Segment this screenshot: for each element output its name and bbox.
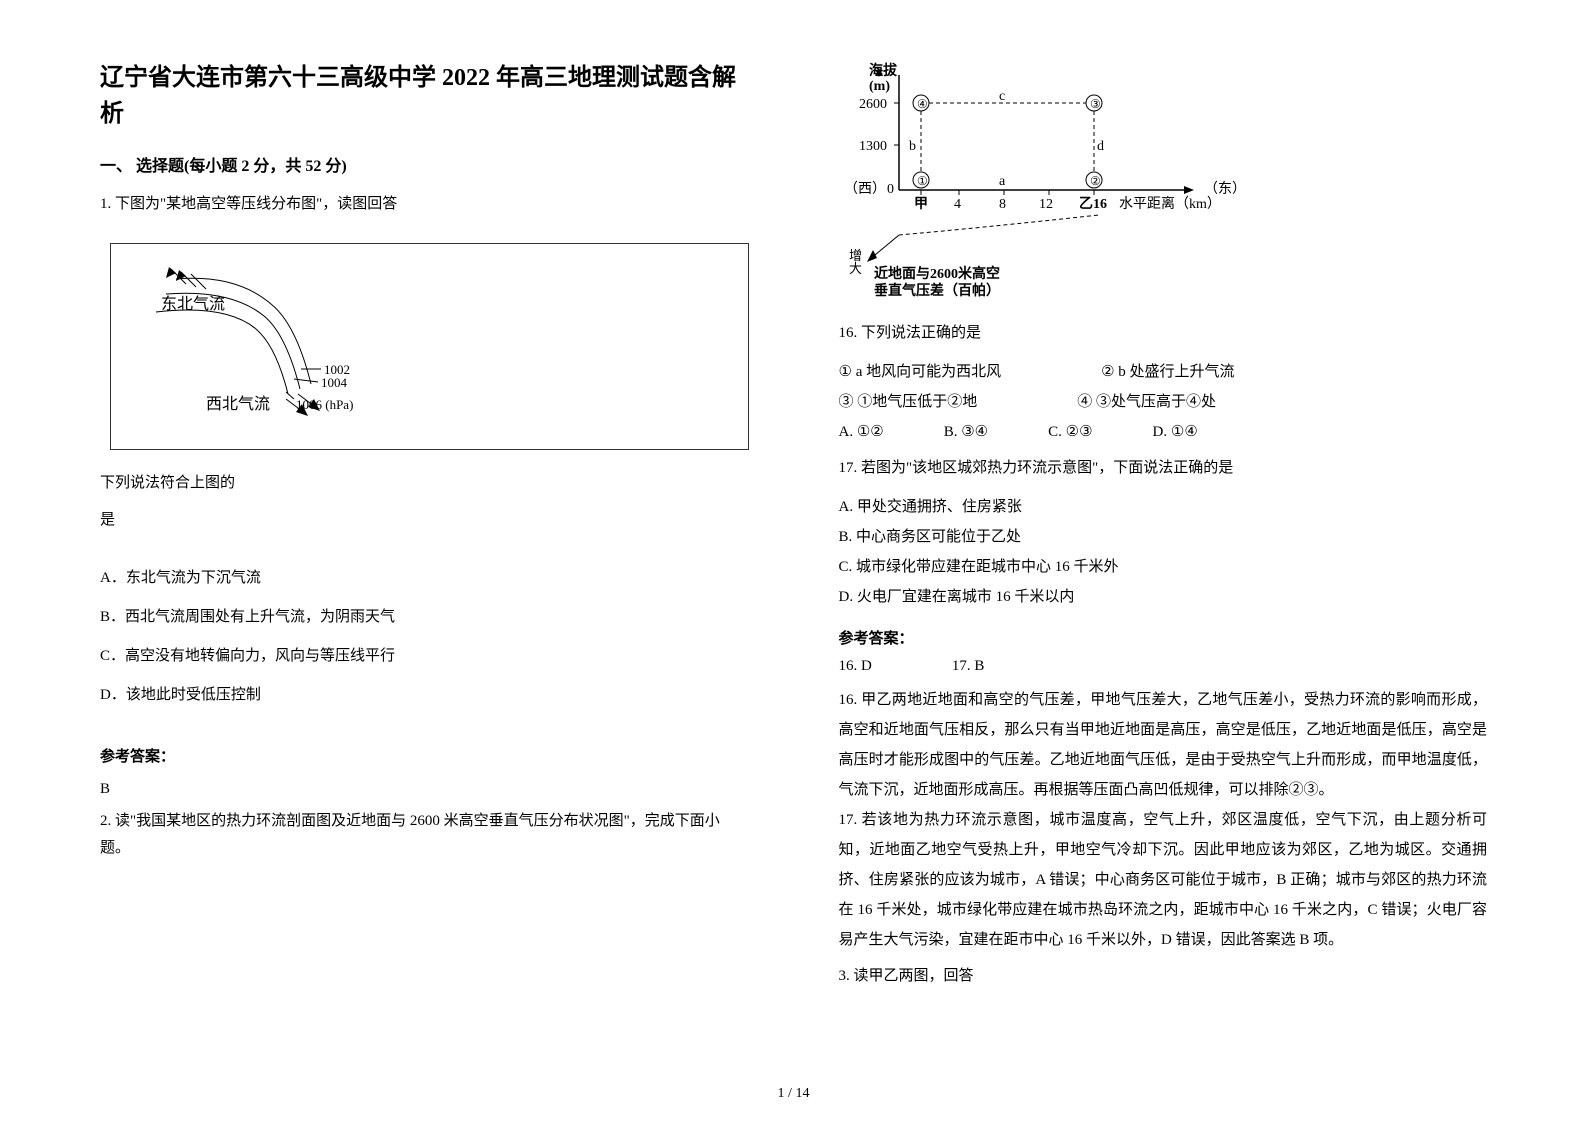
- pt-2: ②: [1090, 174, 1101, 188]
- xtick-4: 4: [954, 197, 961, 212]
- x-east: （东）: [1204, 181, 1246, 197]
- q1-answer: B: [100, 776, 749, 803]
- section-header: 一、 选择题(每小题 2 分，共 52 分): [100, 152, 749, 176]
- label-ne: 东北气流: [161, 295, 225, 313]
- q1-opt-d: D．该地此时受低压控制: [100, 676, 749, 715]
- letter-c: c: [999, 89, 1005, 104]
- q17-b: B. 中心商务区可能位于乙处: [839, 522, 1488, 552]
- curve-label-1b: 大: [849, 261, 862, 276]
- letter-d: d: [1097, 139, 1104, 154]
- q16-stmt-row2: ③ ①地气压低于②地 ④ ③处气压高于④处: [839, 387, 1488, 417]
- page-root: 辽宁省大连市第六十三高级中学 2022 年高三地理测试题含解析 一、 选择题(每…: [100, 60, 1487, 1082]
- curve-label-3: 垂直气压差（百帕）: [874, 282, 1000, 299]
- pt-3: ③: [1090, 97, 1101, 111]
- q1-stem: 1. 下图为"某地高空等压线分布图"，读图回答: [100, 191, 749, 218]
- explain17: 17. 若该地为热力环流示意图，城市温度高，空气上升，郊区温度低，空气下沉，由上…: [839, 805, 1488, 955]
- q16-b: B. ③④: [944, 417, 988, 447]
- q16-a: A. ①②: [839, 417, 884, 447]
- pt-4: ④: [917, 97, 928, 111]
- letter-b: b: [909, 139, 916, 154]
- xtick-8: 8: [999, 197, 1006, 212]
- isobar-1006: 1006 (hPa): [296, 397, 353, 412]
- ans2-row: 16. D 17. B: [839, 658, 1488, 675]
- explain16: 16. 甲乙两地近地面和高空的气压差，甲地气压差大，乙地气压差小，受热力环流的影…: [839, 685, 1488, 805]
- q17-a: A. 甲处交通拥挤、住房紧张: [839, 492, 1488, 522]
- y-label-2: (m): [869, 79, 890, 94]
- y-label-1: 海拔: [869, 62, 898, 79]
- q17-d: D. 火电厂宜建在离城市 16 千米以内: [839, 582, 1488, 612]
- label-sw: 西北气流: [206, 395, 270, 413]
- isobar-1004: 1004: [321, 375, 348, 390]
- q1-pre-options2: 是: [100, 507, 749, 534]
- q1-answer-header: 参考答案：: [100, 745, 749, 766]
- q16-stmt-row1: ① a 地风向可能为西北风 ② b 处盛行上升气流: [839, 357, 1488, 387]
- xtick-12: 12: [1039, 197, 1053, 212]
- x-west: （西）: [844, 181, 886, 197]
- a17: 17. B: [952, 658, 985, 675]
- curve-label-2: 近地面与2600米高空: [874, 265, 1000, 282]
- ytick-2600: 2600: [859, 97, 887, 112]
- a16: 16. D: [839, 658, 872, 675]
- q3-stem: 3. 读甲乙两图，回答: [839, 963, 1488, 990]
- q16-s1: ① a 地风向可能为西北风: [839, 357, 1002, 387]
- q1-opt-b: B．西北气流周围处有上升气流，为阴雨天气: [100, 598, 749, 637]
- x-axis-label: 水平距离（km）: [1119, 195, 1221, 212]
- ytick-0: 0: [887, 182, 894, 197]
- q16-c: C. ②③: [1048, 417, 1092, 447]
- q17-c: C. 城市绿化带应建在距城市中心 16 千米外: [839, 552, 1488, 582]
- q16-s2: ② b 处盛行上升气流: [1101, 357, 1234, 387]
- q2-intro: 2. 读"我国某地区的热力环流剖面图及近地面与 2600 米高空垂直气压分布状况…: [100, 808, 749, 862]
- q16-d: D. ①④: [1153, 417, 1198, 447]
- isobar-diagram: 东北气流 西北气流 1002 1004 1006 (hPa): [136, 264, 366, 434]
- q1-opt-c: C．高空没有地转偏向力，风向与等压线平行: [100, 637, 749, 676]
- q16-s4: ④ ③处气压高于④处: [1077, 387, 1216, 417]
- thermal-circulation-diagram: 海拔 (m) 2600 1300 0 （西） （东） 甲 4 8 12: [839, 60, 1359, 300]
- letter-a: a: [999, 174, 1006, 189]
- q16-s3: ③ ①地气压低于②地: [839, 387, 978, 417]
- ytick-1300: 1300: [859, 139, 887, 154]
- q16-stem: 16. 下列说法正确的是: [839, 320, 1488, 347]
- q1-pre-options: 下列说法符合上图的: [100, 470, 749, 497]
- q16-options: A. ①② B. ③④ C. ②③ D. ①④: [839, 417, 1488, 447]
- doc-title: 辽宁省大连市第六十三高级中学 2022 年高三地理测试题含解析: [100, 60, 749, 132]
- left-column: 辽宁省大连市第六十三高级中学 2022 年高三地理测试题含解析 一、 选择题(每…: [100, 60, 749, 1082]
- page-footer: 1 / 14: [778, 1086, 810, 1102]
- right-column: 海拔 (m) 2600 1300 0 （西） （东） 甲 4 8 12: [839, 60, 1488, 1082]
- xtick-yi16: 乙16: [1079, 196, 1107, 212]
- pt-1: ①: [917, 174, 928, 188]
- q17-stem: 17. 若图为"该地区城郊热力环流示意图"，下面说法正确的是: [839, 455, 1488, 482]
- q1-figure: 东北气流 西北气流 1002 1004 1006 (hPa): [110, 243, 749, 450]
- q2-figure: 海拔 (m) 2600 1300 0 （西） （东） 甲 4 8 12: [839, 60, 1488, 305]
- xtick-jia: 甲: [914, 196, 928, 212]
- ans2-header: 参考答案：: [839, 627, 1488, 648]
- q1-options: A．东北气流为下沉气流 B．西北气流周围处有上升气流，为阴雨天气 C．高空没有地…: [100, 559, 749, 715]
- q1-opt-a: A．东北气流为下沉气流: [100, 559, 749, 598]
